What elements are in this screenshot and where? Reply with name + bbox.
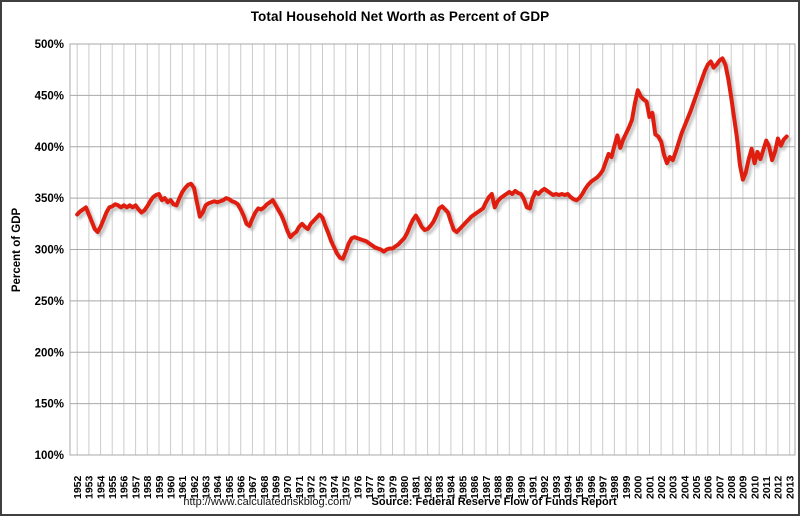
svg-text:1958: 1958 [142,475,154,499]
svg-text:2001: 2001 [644,475,656,499]
svg-text:1988: 1988 [492,475,504,499]
svg-text:2000: 2000 [633,475,645,499]
svg-text:1956: 1956 [119,475,131,499]
svg-text:1976: 1976 [352,475,364,499]
svg-text:1962: 1962 [189,475,201,499]
svg-text:1954: 1954 [95,475,107,499]
svg-text:1971: 1971 [294,475,306,499]
svg-text:1983: 1983 [434,475,446,499]
svg-text:2005: 2005 [691,475,703,499]
svg-text:1990: 1990 [516,475,528,499]
svg-text:350%: 350% [35,193,64,205]
y-axis-title: Percent of GDP [11,207,23,292]
svg-text:2012: 2012 [773,475,785,499]
svg-text:2002: 2002 [656,475,668,499]
svg-text:1955: 1955 [107,475,119,499]
svg-text:1974: 1974 [329,475,341,499]
svg-text:1973: 1973 [317,475,329,499]
svg-text:1984: 1984 [446,475,458,499]
svg-text:500%: 500% [35,39,64,51]
svg-text:1997: 1997 [598,475,610,499]
svg-text:1991: 1991 [528,475,540,499]
svg-text:1965: 1965 [224,475,236,499]
svg-text:1994: 1994 [563,475,575,499]
svg-text:1986: 1986 [469,475,481,499]
svg-text:1977: 1977 [364,475,376,499]
svg-text:1992: 1992 [539,475,551,499]
svg-text:100%: 100% [35,450,64,462]
svg-text:2013: 2013 [784,475,796,499]
svg-text:1952: 1952 [72,475,84,499]
svg-text:1953: 1953 [84,475,96,499]
svg-text:1998: 1998 [609,475,621,499]
svg-text:1993: 1993 [551,475,563,499]
svg-text:1996: 1996 [586,475,598,499]
page-title: Total Household Net Worth as Percent of … [250,9,550,24]
svg-text:1967: 1967 [247,475,259,499]
svg-text:1999: 1999 [621,475,633,499]
svg-text:2011: 2011 [761,476,773,499]
series-line-shadow [77,58,792,264]
svg-text:200%: 200% [35,347,64,359]
svg-text:1957: 1957 [130,475,142,499]
svg-text:2010: 2010 [749,475,761,499]
svg-text:1981: 1981 [411,475,423,499]
svg-text:450%: 450% [35,90,64,102]
plot-border [69,43,796,456]
svg-text:1970: 1970 [282,475,294,499]
svg-text:1980: 1980 [399,475,411,499]
svg-text:2007: 2007 [714,475,726,499]
x-tick-labels: 1952 1953 1954 1955 1956 1957 1958 1959 1960 1961… [72,475,796,499]
svg-text:2009: 2009 [738,475,750,499]
series-line [75,56,789,261]
svg-text:1975: 1975 [341,475,353,499]
svg-text:1969: 1969 [271,475,283,499]
svg-text:1978: 1978 [376,475,388,499]
svg-text:2008: 2008 [726,475,738,499]
svg-text:1972: 1972 [306,475,318,499]
svg-text:1968: 1968 [259,475,271,499]
y-tick-labels: 500% 450% 400% 350% 300% 250% 200% 150% 100% [35,39,64,462]
footer-url-text: http://www.calculatedriskblog.com/ [183,496,352,508]
y-gridlines [70,43,795,456]
svg-text:250%: 250% [35,296,64,308]
svg-text:2003: 2003 [668,475,680,499]
footer-source-text: Source: Federal Reserve Flow of Funds Re… [371,496,617,508]
svg-text:400%: 400% [35,142,64,154]
svg-text:300%: 300% [35,245,64,257]
svg-text:1966: 1966 [236,475,248,499]
svg-text:1964: 1964 [212,475,224,499]
svg-text:1963: 1963 [201,475,213,499]
svg-text:1960: 1960 [165,475,177,499]
svg-text:1982: 1982 [422,475,434,499]
svg-text:1995: 1995 [574,475,586,499]
svg-text:1961: 1961 [177,475,189,499]
svg-text:2004: 2004 [679,475,691,499]
svg-text:1959: 1959 [154,475,166,499]
svg-text:150%: 150% [35,399,64,411]
svg-text:1987: 1987 [481,475,493,499]
svg-text:1985: 1985 [457,475,469,499]
svg-text:1989: 1989 [504,475,516,499]
chart-footer: http://www.calculatedriskblog.com/ Sourc… [2,496,798,508]
svg-text:1979: 1979 [387,475,399,499]
svg-text:2006: 2006 [703,475,715,499]
